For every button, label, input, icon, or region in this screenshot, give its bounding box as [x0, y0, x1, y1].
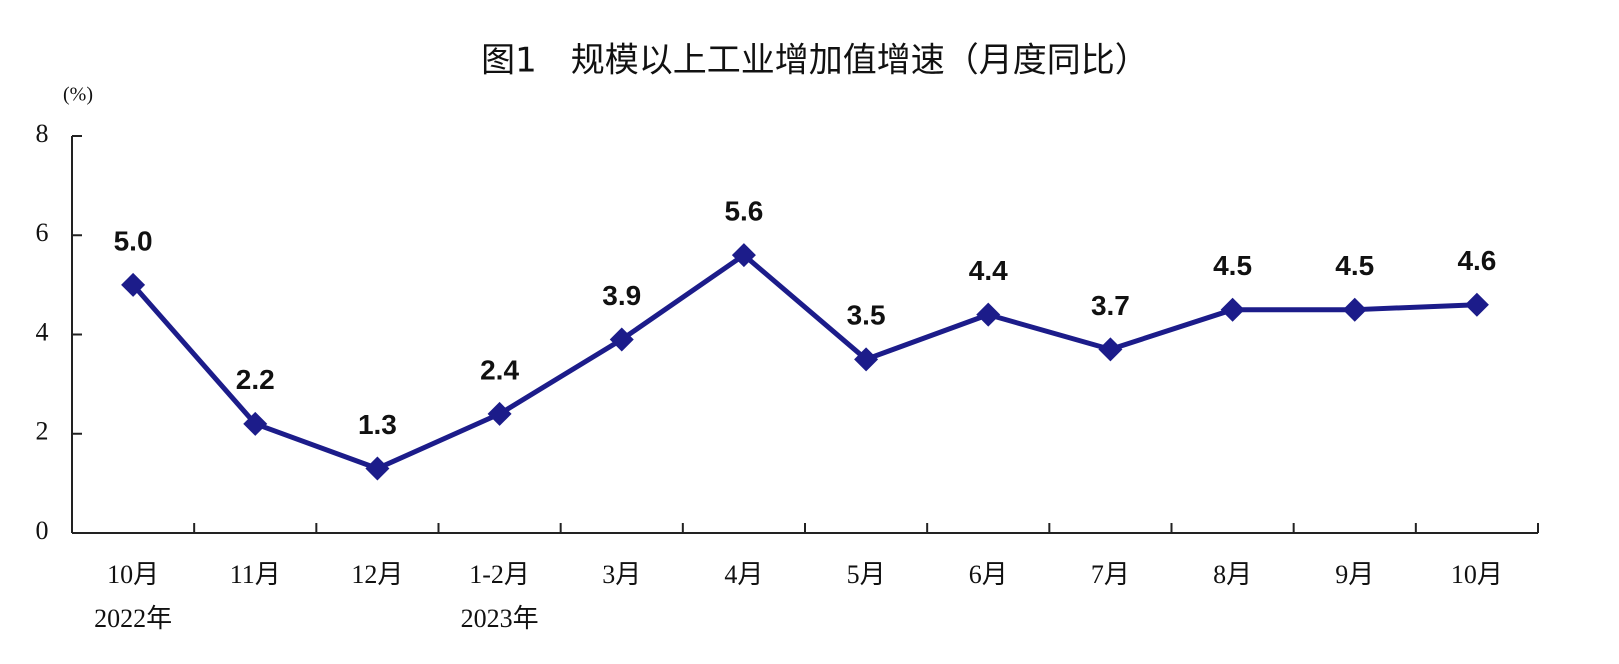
chart-title: 图1 规模以上工业增加值增速（月度同比）: [481, 41, 1149, 81]
line: [131, 252, 1478, 471]
data-label: 4.5: [1213, 250, 1252, 281]
marker: [243, 411, 268, 436]
y-tick-label: 0: [36, 516, 49, 545]
marker: [1220, 297, 1245, 322]
data-label: 4.6: [1457, 245, 1496, 276]
marker: [731, 243, 756, 268]
data-label: 4.5: [1335, 250, 1374, 281]
x-tick-label: 1-2月: [469, 560, 530, 589]
marker: [609, 327, 634, 352]
y-tick-label: 8: [36, 119, 49, 148]
data-label: 5.0: [114, 225, 153, 256]
x-sublabel: 2022年: [94, 604, 172, 633]
marker: [121, 272, 146, 297]
data-label: 3.7: [1091, 290, 1130, 321]
x-tick-label: 8月: [1213, 560, 1252, 589]
marker: [365, 456, 390, 481]
data-label: 3.5: [847, 300, 886, 331]
marker: [1464, 292, 1489, 317]
marker: [1342, 297, 1367, 322]
marker: [976, 302, 1001, 327]
x-tick-label: 10月: [107, 560, 159, 589]
y-tick-label: 6: [36, 218, 49, 247]
y-tick-label: 2: [36, 417, 49, 446]
x-sublabel: 2023年: [461, 604, 539, 633]
marker: [854, 347, 879, 372]
x-tick-label: 6月: [969, 560, 1008, 589]
data-label: 3.9: [602, 280, 641, 311]
y-axis-label: (%): [63, 84, 93, 106]
data-label: 5.6: [724, 195, 763, 226]
marker: [487, 401, 512, 426]
x-tick-label: 10月: [1451, 560, 1503, 589]
x-tick-label: 7月: [1091, 560, 1130, 589]
x-tick-label: 9月: [1335, 560, 1374, 589]
y-tick-label: 4: [36, 317, 49, 346]
data-label: 2.2: [236, 364, 275, 395]
marker: [1098, 337, 1123, 362]
data-label: 2.4: [480, 354, 519, 385]
x-tick-label: 12月: [351, 560, 403, 589]
x-tick-label: 4月: [724, 560, 763, 589]
x-tick-label: 3月: [602, 560, 641, 589]
x-tick-label: 5月: [847, 560, 886, 589]
x-tick-label: 11月: [230, 560, 281, 589]
data-label: 4.4: [969, 255, 1008, 286]
data-label: 1.3: [358, 409, 397, 440]
